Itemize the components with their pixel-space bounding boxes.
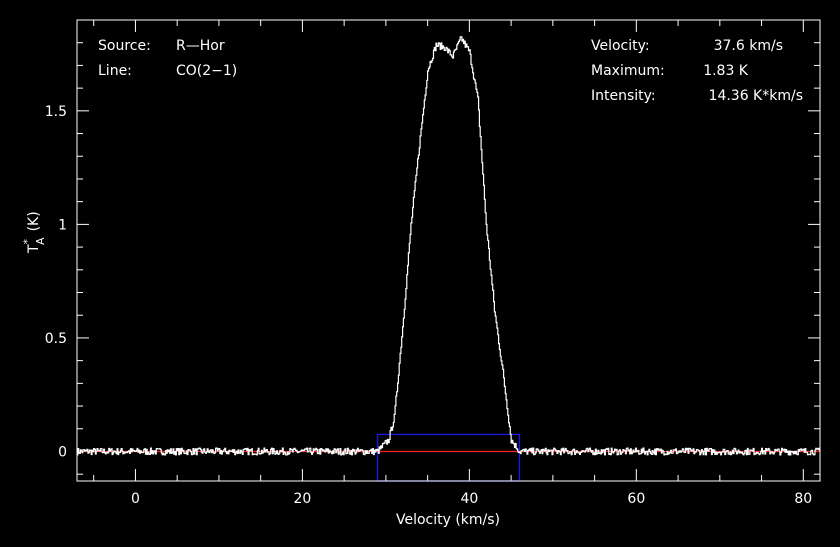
x-tick-label: 0 [131, 491, 140, 507]
line-label: Line: [98, 63, 132, 79]
y-axis-label: T*A (K) [21, 211, 47, 254]
velocity-window-box [376, 433, 521, 482]
y-tick-label: 0 [58, 444, 67, 460]
y-tick-label: 1.5 [45, 104, 67, 120]
x-tick-label: 80 [794, 491, 812, 507]
intensity-value: 14.36 K*km/s [709, 88, 803, 104]
y-axis-label-sup: * [21, 238, 34, 244]
plot-frame [76, 19, 821, 482]
y-axis-label-main: T [26, 244, 42, 254]
maximum-label: Maximum: [591, 63, 665, 79]
line-value: CO(2−1) [176, 63, 237, 79]
y-axis-label-sub: A [34, 237, 47, 245]
y-axis-label-unit: (K) [26, 211, 42, 231]
spectrum-line [77, 36, 821, 456]
tick-labels: 0 20 40 60 80 0 0.5 1 1.5 [45, 104, 812, 507]
velocity-label: Velocity: [591, 38, 650, 54]
x-tick-label: 40 [460, 491, 478, 507]
x-axis-label: Velocity (km/s) [396, 512, 500, 528]
y-tick-label: 0.5 [45, 331, 67, 347]
intensity-label: Intensity: [591, 88, 656, 104]
x-tick-label: 60 [627, 491, 645, 507]
y-tick-label: 1 [58, 217, 67, 233]
source-value: R—Hor [176, 38, 225, 54]
velocity-value: 37.6 km/s [714, 38, 783, 54]
x-tick-label: 20 [293, 491, 311, 507]
source-label: Source: [98, 38, 151, 54]
maximum-value: 1.83 K [703, 63, 749, 79]
